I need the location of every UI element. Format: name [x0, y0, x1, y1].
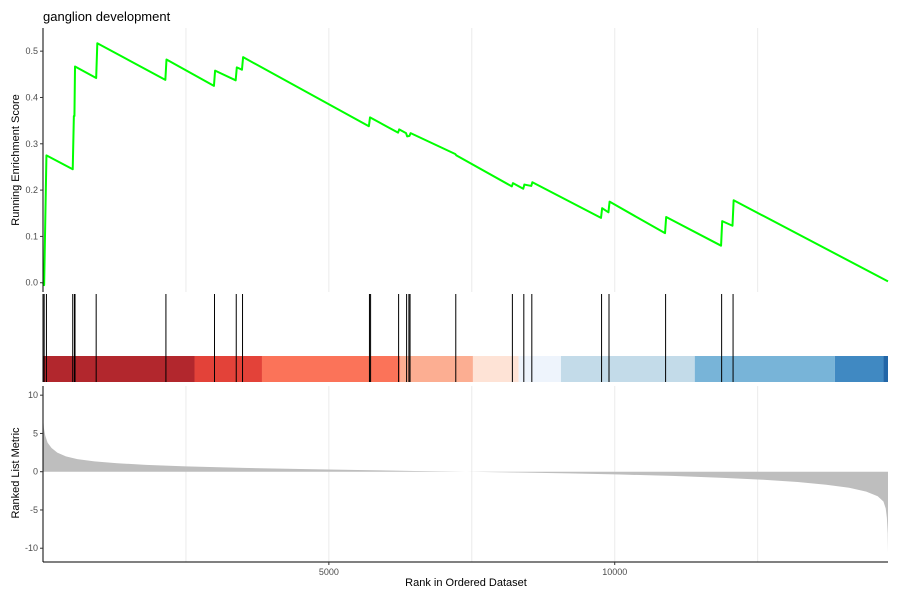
color-bar-segment-6 [560, 356, 695, 382]
color-bar-segment-1 [194, 356, 262, 382]
hit-lines-panel [43, 294, 734, 382]
ranked-metric-area [43, 408, 888, 553]
axes: 0.0 0.1 0.2 0.3 0.4 0.5 10 5 0 -5 -10 5000 10000 [25, 28, 888, 577]
ranked-color-bar [43, 356, 888, 382]
running-score-grid [185, 28, 759, 292]
color-bar-segment-5 [518, 356, 561, 382]
x-axis-title: Rank in Ordered Dataset [405, 577, 527, 589]
color-bar-segment-0 [43, 356, 195, 382]
color-bar-segment-2 [261, 356, 401, 382]
running-score-tick-label-0: 0.0 [25, 278, 38, 288]
running-score-tick-label-3: 0.3 [25, 139, 38, 149]
running-score-tick-label-2: 0.2 [25, 185, 38, 195]
color-bar-segment-9 [883, 356, 888, 382]
running-score-panel [42, 42, 889, 287]
color-bar-segment-4 [472, 356, 519, 382]
color-bar-segment-8 [834, 356, 884, 382]
ranked-metric-axis-title: Ranked List Metric [10, 427, 22, 519]
ranked-metric-panel [43, 408, 888, 553]
running-score-axis-title: Running Enrichment Score [10, 94, 22, 225]
ranked-metric-tick-label-0: 10 [28, 390, 38, 400]
running-score-tick-label-5: 0.5 [25, 46, 38, 56]
color-bar-segment-3 [400, 356, 473, 382]
running-score-tick-label-1: 0.1 [25, 231, 38, 241]
x-tick-label-0: 5000 [319, 567, 339, 577]
color-bar-segment-7 [694, 356, 835, 382]
ranked-metric-tick-label-3: -5 [30, 505, 38, 515]
ranked-metric-tick-label-4: -10 [25, 543, 38, 553]
running-score-line [42, 42, 889, 287]
running-score-tick-label-4: 0.4 [25, 92, 38, 102]
ranked-metric-tick-label-1: 5 [33, 428, 38, 438]
x-tick-label-1: 10000 [602, 567, 627, 577]
ranked-metric-tick-label-2: 0 [33, 467, 38, 477]
chart-title: ganglion development [43, 9, 171, 24]
